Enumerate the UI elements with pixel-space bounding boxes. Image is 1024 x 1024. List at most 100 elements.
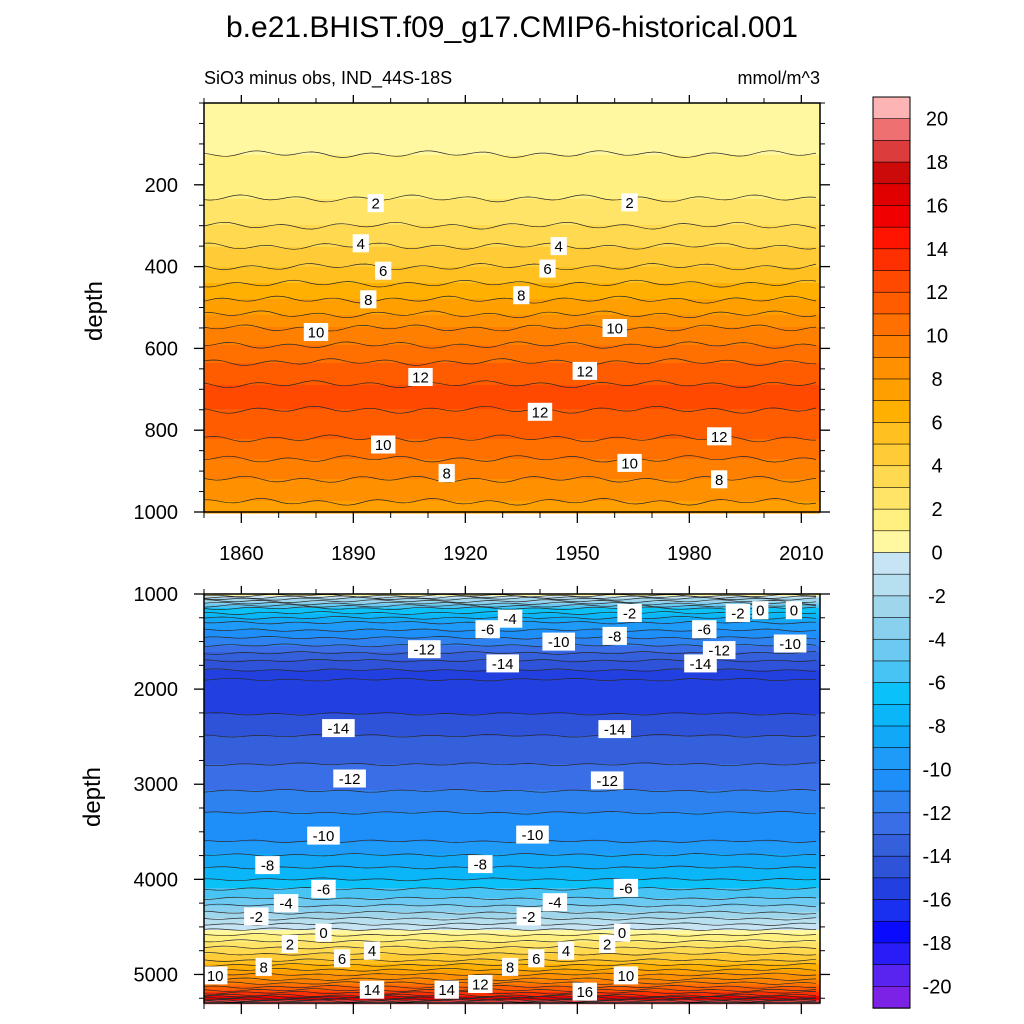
colorbar-swatch (872, 378, 911, 402)
colorbar-label: -14 (923, 846, 952, 868)
chart-subtitle-left: SiO3 minus obs, IND_44S-18S (204, 68, 452, 89)
contour-label: -10 (313, 828, 335, 845)
colorbar-label: 18 (926, 152, 948, 174)
plot-frame (203, 593, 821, 1004)
colorbar-label: 16 (926, 196, 948, 218)
colorbar-swatch (872, 140, 911, 163)
contour-label: 14 (438, 982, 455, 999)
contour-label-box (602, 319, 627, 337)
colorbar-label: -18 (923, 933, 952, 955)
contour-label-box (572, 982, 597, 1001)
contour-label-box (468, 855, 493, 874)
contour-label: -14 (328, 721, 350, 738)
contour-label: 4 (555, 239, 563, 256)
contour-label: 12 (711, 429, 728, 446)
colorbar-label: -2 (928, 586, 946, 608)
contour-label-box (359, 980, 385, 999)
y-tick-label: 1000 (134, 502, 179, 524)
contour-label: -6 (698, 622, 711, 639)
contour-label-box (307, 826, 340, 845)
colorbar-swatch (872, 660, 911, 684)
contour-label: 8 (715, 472, 723, 489)
colorbar-swatch (872, 899, 911, 922)
contour-label: -6 (619, 880, 632, 897)
contour-label-box (613, 878, 639, 897)
contour-label-box (281, 935, 298, 953)
contour-labels: -2 -2 0 0 -4 -6 -6 -8 -10 -10 -12 -12 -14 -14 -14 -14 -1… (203, 601, 807, 1001)
contour-label: 6 (338, 951, 346, 968)
x-tick-label: 1890 (331, 543, 376, 565)
colorbar-label: -16 (923, 890, 952, 912)
contour-label: 0 (790, 603, 798, 620)
colorbar-swatch (872, 942, 911, 966)
contour-label: -6 (317, 881, 330, 898)
contour-label-box (352, 234, 369, 253)
contour-label: 2 (372, 196, 380, 213)
contour-label-box (322, 719, 355, 738)
contour-label-box (542, 893, 568, 912)
colorbar-label: 8 (931, 369, 942, 391)
contour-label: -2 (623, 606, 636, 623)
colorbar-swatch (872, 617, 911, 640)
contour-label-box (438, 464, 455, 483)
colorbar-label: -20 (923, 976, 952, 998)
colorbar-swatch (872, 725, 911, 749)
contour-label: 6 (532, 951, 540, 968)
colorbar-swatch (872, 812, 911, 836)
contour-label-box (375, 261, 392, 280)
contour-label: 2 (286, 937, 294, 954)
colorbar-swatch (872, 920, 911, 944)
x-tick-label: 1980 (667, 543, 712, 565)
contour-label-box (516, 825, 549, 844)
contour-label-box (434, 980, 459, 999)
contour-label: -12 (413, 642, 435, 659)
contour-label: 6 (543, 261, 551, 278)
colorbar-swatch (872, 530, 911, 554)
colorbar-swatch (872, 248, 911, 272)
contour-label: -10 (522, 827, 544, 844)
colorbar-swatch (872, 161, 911, 185)
colorbar-label: -12 (923, 803, 952, 825)
contour-label: -14 (492, 656, 514, 673)
contour-label: -10 (548, 634, 570, 651)
colorbar-label: -8 (928, 716, 946, 738)
contour-label-box (516, 907, 541, 926)
colorbar-swatch (872, 291, 911, 315)
contour-label-box (617, 453, 642, 472)
contour-label: -4 (503, 611, 516, 628)
contour-label-box (408, 640, 441, 659)
colorbar: 20181614121086420-2-4-6-8-10-12-14-16-18… (872, 96, 952, 1009)
colorbar-label: 6 (931, 412, 942, 434)
colorbar-swatch (872, 96, 911, 120)
contour-label: -8 (608, 628, 621, 645)
contour-label-box (255, 856, 280, 875)
contour-label: 0 (756, 603, 764, 620)
contour-label: 6 (379, 263, 387, 280)
contour-label-box (367, 194, 384, 213)
colorbar-swatch (872, 964, 911, 988)
contour-label: -10 (779, 636, 801, 653)
colorbar-swatch (872, 422, 911, 445)
y-tick-label: 200 (145, 175, 178, 197)
contour-fill (204, 103, 820, 514)
y-tick-label: 1000 (134, 584, 179, 606)
y-tick-label: 600 (145, 338, 178, 360)
colorbar-swatch (872, 118, 911, 142)
contour-label-box (371, 435, 396, 454)
lower-panel: -2 -2 0 0 -4 -6 -6 -8 -10 -10 -12 -12 -14 -14 -14 -14 -1… (134, 584, 830, 1014)
colorbar-swatch (872, 790, 911, 814)
y-axis: 200 400 600 800 1000 (134, 102, 830, 524)
upper-ylabel: depth (81, 281, 108, 341)
contour-label: 4 (562, 943, 570, 960)
contour-label: 12 (576, 363, 593, 380)
contour-label: 12 (472, 977, 489, 994)
contour-label-box (711, 470, 728, 489)
colorbar-swatch (872, 226, 911, 250)
contour-label-box (542, 632, 575, 651)
contour-label-box (513, 286, 530, 305)
chart-units: mmol/m^3 (738, 68, 820, 88)
contour-label-box (333, 769, 366, 788)
colorbar-swatch (872, 270, 911, 293)
